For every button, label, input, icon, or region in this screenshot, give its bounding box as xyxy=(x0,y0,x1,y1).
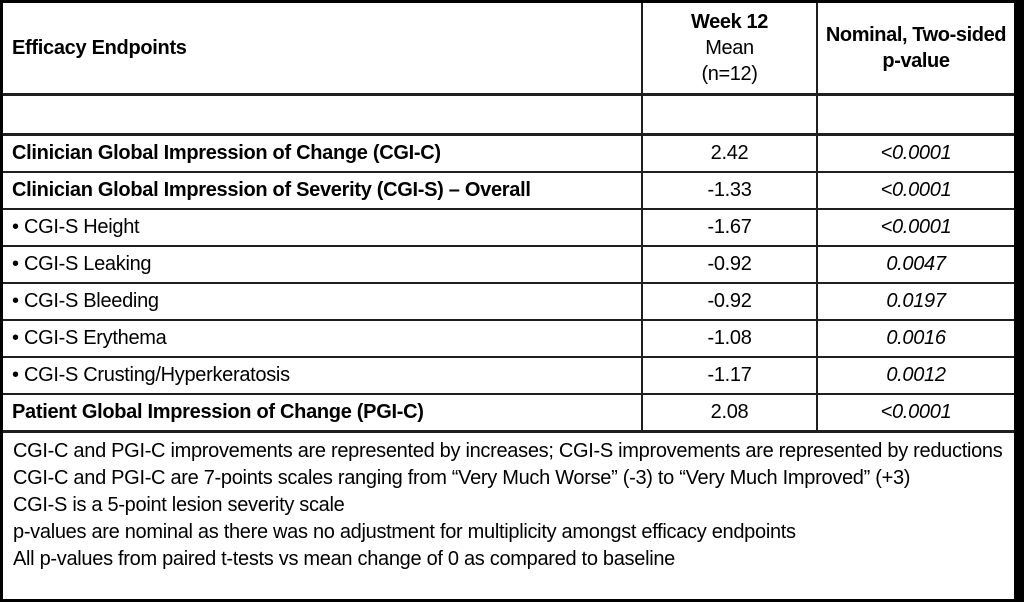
table-row-cgi-c: Clinician Global Impression of Change (C… xyxy=(3,136,1014,173)
header-cell-week12-mean: Week 12 Mean (n=12) xyxy=(643,3,818,93)
pvalue-value: <0.0001 xyxy=(818,136,1014,171)
mean-text: -0.92 xyxy=(707,290,752,312)
endpoint-text: • CGI-S Crusting/Hyperkeratosis xyxy=(12,364,290,386)
mean-value: -1.33 xyxy=(643,173,818,208)
pvalue-text: <0.0001 xyxy=(880,142,952,164)
endpoint-label: • CGI-S Crusting/Hyperkeratosis xyxy=(3,358,643,393)
mean-text: -1.33 xyxy=(707,179,752,201)
mean-text: -1.67 xyxy=(707,216,752,238)
endpoint-text: Patient Global Impression of Change (PGI… xyxy=(12,401,424,423)
endpoint-label: Clinician Global Impression of Change (C… xyxy=(3,136,643,171)
mean-value: -1.67 xyxy=(643,210,818,245)
pvalue-value: <0.0001 xyxy=(818,395,1014,430)
header-pvalue-line2: p-value xyxy=(882,50,950,72)
endpoint-text: • CGI-S Erythema xyxy=(12,327,167,349)
footnote-paired-ttests: All p-values from paired t-tests vs mean… xyxy=(13,548,675,570)
pvalue-text: <0.0001 xyxy=(880,401,952,423)
pvalue-text: 0.0197 xyxy=(886,290,946,312)
header-mean-label: Mean xyxy=(705,37,754,59)
header-n-label: (n=12) xyxy=(701,63,758,85)
empty-cell xyxy=(818,96,1014,133)
mean-text: -1.17 xyxy=(707,364,752,386)
pvalue-value: 0.0016 xyxy=(818,321,1014,356)
mean-value: -0.92 xyxy=(643,284,818,319)
pvalue-text: 0.0012 xyxy=(886,364,946,386)
pvalue-value: 0.0047 xyxy=(818,247,1014,282)
empty-cell xyxy=(3,96,643,133)
pvalue-value: 0.0012 xyxy=(818,358,1014,393)
endpoint-label: • CGI-S Bleeding xyxy=(3,284,643,319)
endpoint-text: Clinician Global Impression of Change (C… xyxy=(12,142,441,164)
footnote-scale-range: CGI-C and PGI-C are 7-points scales rang… xyxy=(13,467,911,489)
endpoint-label: Patient Global Impression of Change (PGI… xyxy=(3,395,643,430)
header-week12-label: Week 12 xyxy=(691,11,768,33)
mean-text: -1.08 xyxy=(707,327,752,349)
endpoint-label: • CGI-S Height xyxy=(3,210,643,245)
endpoint-text: Clinician Global Impression of Severity … xyxy=(12,179,531,201)
mean-text: -0.92 xyxy=(707,253,752,275)
pvalue-text: <0.0001 xyxy=(880,179,952,201)
mean-value: -1.17 xyxy=(643,358,818,393)
mean-value: -0.92 xyxy=(643,247,818,282)
mean-text: 2.08 xyxy=(710,401,749,423)
header-cell-pvalue: Nominal, Two-sided p-value xyxy=(818,3,1014,93)
footnotes-section: CGI-C and PGI-C improvements are represe… xyxy=(3,433,1014,599)
table-row-cgi-s-erythema: • CGI-S Erythema -1.08 0.0016 xyxy=(3,321,1014,358)
pvalue-text: 0.0047 xyxy=(886,253,946,275)
header-pvalue-line1: Nominal, Two-sided xyxy=(825,24,1007,46)
table-row-cgi-s-crusting: • CGI-S Crusting/Hyperkeratosis -1.17 0.… xyxy=(3,358,1014,395)
table-row-cgi-s-leaking: • CGI-S Leaking -0.92 0.0047 xyxy=(3,247,1014,284)
mean-value: 2.42 xyxy=(643,136,818,171)
endpoint-label: Clinician Global Impression of Severity … xyxy=(3,173,643,208)
mean-value: -1.08 xyxy=(643,321,818,356)
endpoint-text: • CGI-S Leaking xyxy=(12,253,152,275)
empty-cell xyxy=(643,96,818,133)
footnote-nominal-pvalues: p-values are nominal as there was no adj… xyxy=(13,521,796,543)
pvalue-value: 0.0197 xyxy=(818,284,1014,319)
pvalue-text: <0.0001 xyxy=(880,216,952,238)
footnote-improvements: CGI-C and PGI-C improvements are represe… xyxy=(13,440,1003,462)
mean-value: 2.08 xyxy=(643,395,818,430)
table-row-cgi-s-overall: Clinician Global Impression of Severity … xyxy=(3,173,1014,210)
table-header-row: Efficacy Endpoints Week 12 Mean (n=12) N… xyxy=(3,3,1014,96)
empty-row xyxy=(3,96,1014,136)
table-row-pgi-c: Patient Global Impression of Change (PGI… xyxy=(3,395,1014,433)
footnote-cgi-s-scale: CGI-S is a 5-point lesion severity scale xyxy=(13,494,345,516)
endpoint-text: • CGI-S Bleeding xyxy=(12,290,159,312)
endpoint-label: • CGI-S Leaking xyxy=(3,247,643,282)
header-cell-efficacy-endpoints: Efficacy Endpoints xyxy=(3,3,643,93)
table-row-cgi-s-bleeding: • CGI-S Bleeding -0.92 0.0197 xyxy=(3,284,1014,321)
endpoint-label: • CGI-S Erythema xyxy=(3,321,643,356)
pvalue-value: <0.0001 xyxy=(818,210,1014,245)
table-row-cgi-s-height: • CGI-S Height -1.67 <0.0001 xyxy=(3,210,1014,247)
endpoint-text: • CGI-S Height xyxy=(12,216,140,238)
pvalue-text: 0.0016 xyxy=(886,327,946,349)
header-efficacy-endpoints-label: Efficacy Endpoints xyxy=(12,36,187,59)
mean-text: 2.42 xyxy=(710,142,749,164)
pvalue-value: <0.0001 xyxy=(818,173,1014,208)
